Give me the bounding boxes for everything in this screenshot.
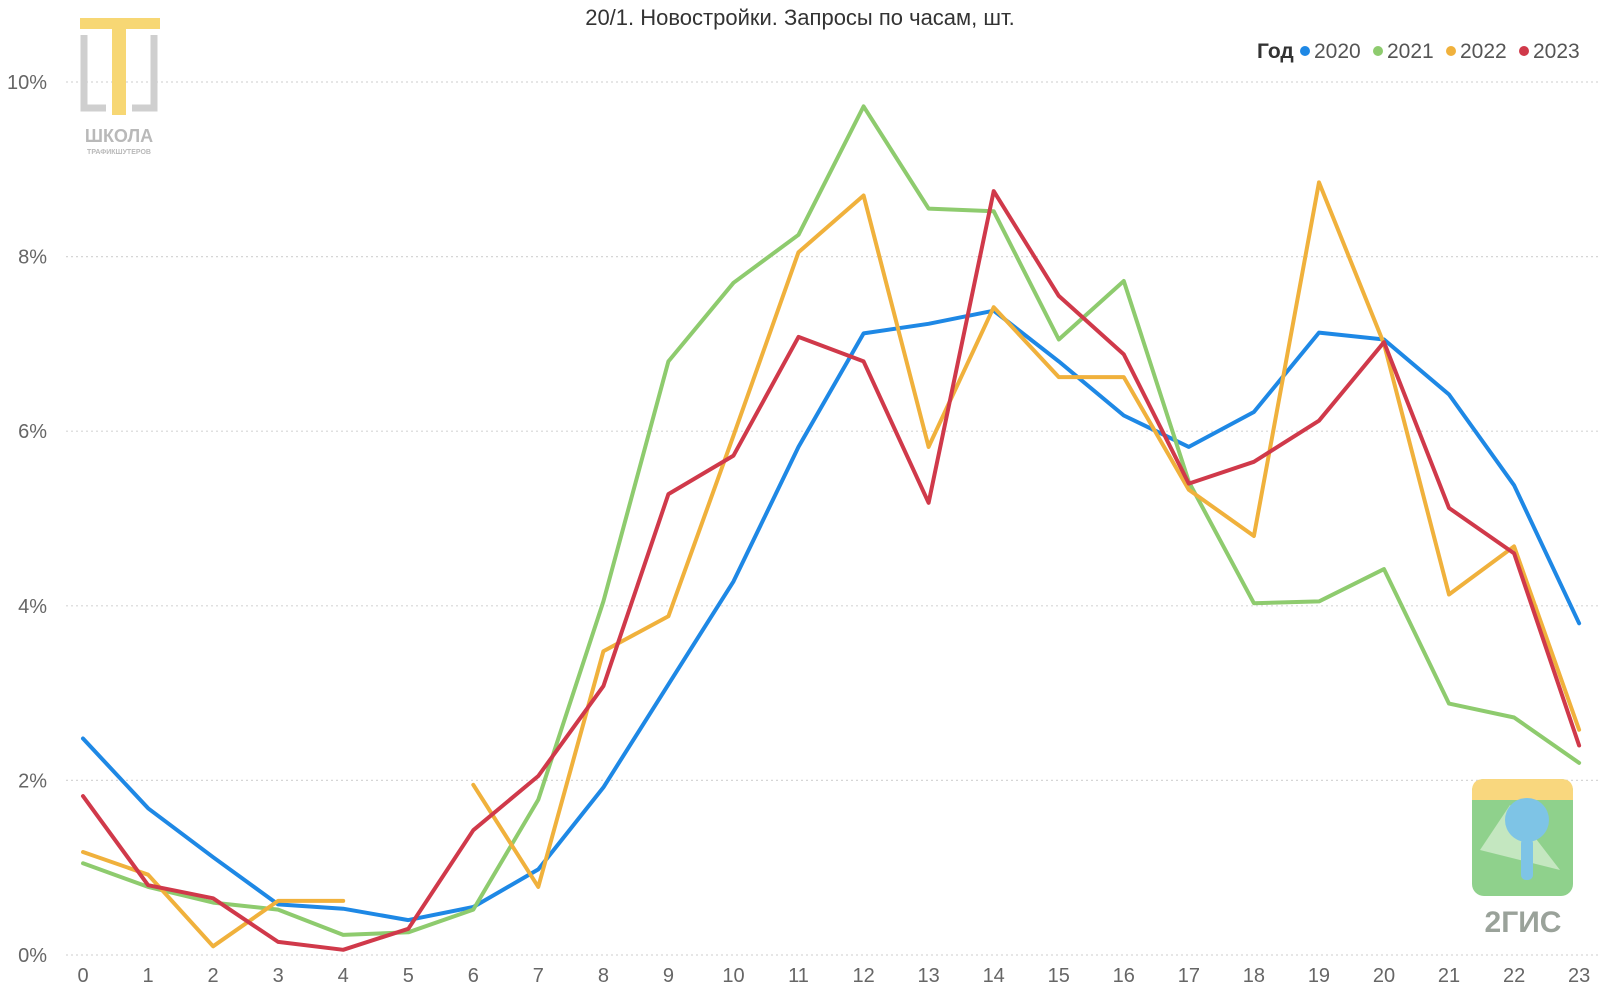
x-tick-label: 3	[273, 965, 284, 987]
school-logo: ШКОЛА ТРАФИКШУТЕРОВ	[80, 18, 160, 156]
x-tick-label: 18	[1243, 965, 1265, 987]
school-logo-sub: ТРАФИКШУТЕРОВ	[87, 149, 151, 156]
legend-label-2020: 2020	[1314, 40, 1361, 63]
x-tick-label: 8	[598, 965, 609, 987]
x-tick-label: 7	[533, 965, 544, 987]
x-tick-label: 19	[1308, 965, 1330, 987]
series-2020	[81, 308, 1582, 923]
y-tick-label: 8%	[18, 247, 47, 269]
x-tick-label: 9	[663, 965, 674, 987]
y-tick-label: 10%	[7, 72, 47, 94]
y-tick-label: 2%	[18, 770, 47, 792]
legend-marker-2022	[1446, 46, 1456, 56]
school-logo-frame	[80, 35, 158, 112]
series-line-2021	[81, 104, 1582, 937]
gis-logo: 2ГИС	[1472, 779, 1573, 939]
x-tick-label: 23	[1568, 965, 1590, 987]
school-logo-bar	[80, 18, 160, 29]
chart-title: 20/1. Новостройки. Запросы по часам, шт.	[585, 5, 1015, 30]
x-tick-label: 2	[208, 965, 219, 987]
gis-logo-pin	[1505, 798, 1549, 842]
x-tick-label: 14	[983, 965, 1005, 987]
x-tick-label: 21	[1438, 965, 1460, 987]
legend-label-2022: 2022	[1460, 40, 1507, 63]
legend-label-2021: 2021	[1387, 40, 1434, 63]
x-tick-label: 0	[77, 965, 88, 987]
legend-title: Год	[1257, 40, 1294, 63]
x-axis-ticks: 0 1 2 3 4 5 6 7 8 9 10 11 12 13 14 15 16 17 18 19 20 21 22 23	[77, 965, 1590, 987]
y-tick-label: 0%	[18, 945, 47, 967]
y-axis-ticks: 0% 2% 4% 6% 8% 10%	[7, 72, 47, 967]
legend: Год 2020 2021 2022 2023	[1257, 40, 1580, 63]
x-tick-label: 22	[1503, 965, 1525, 987]
y-tick-label: 6%	[18, 421, 47, 443]
school-logo-word: ШКОЛА	[85, 126, 153, 146]
x-tick-label: 16	[1113, 965, 1135, 987]
series-2021	[81, 104, 1582, 937]
series-2023	[81, 189, 1582, 952]
x-tick-label: 15	[1048, 965, 1070, 987]
x-tick-label: 13	[918, 965, 940, 987]
x-tick-label: 6	[468, 965, 479, 987]
school-logo-stem	[112, 29, 126, 115]
gis-logo-word: 2ГИС	[1485, 906, 1562, 939]
series-2022	[81, 180, 1582, 949]
series-line-2020	[81, 308, 1582, 923]
x-tick-label: 17	[1178, 965, 1200, 987]
x-tick-label: 10	[722, 965, 744, 987]
gis-logo-pin-stem	[1521, 838, 1533, 880]
y-tick-label: 4%	[18, 596, 47, 618]
series-lines	[81, 104, 1582, 952]
x-tick-label: 11	[788, 965, 809, 987]
x-tick-label: 5	[403, 965, 414, 987]
legend-marker-2021	[1373, 46, 1383, 56]
x-tick-label: 12	[852, 965, 874, 987]
legend-label-2023: 2023	[1533, 40, 1580, 63]
gis-logo-top	[1472, 779, 1573, 800]
series-line-2023	[81, 189, 1582, 952]
x-tick-label: 20	[1373, 965, 1395, 987]
grid-lines	[66, 81, 1600, 956]
x-tick-label: 1	[142, 965, 153, 987]
legend-marker-2020	[1300, 46, 1310, 56]
legend-marker-2023	[1519, 46, 1529, 56]
series-line-2022	[81, 850, 346, 949]
series-line-2022	[471, 180, 1582, 889]
x-tick-label: 4	[338, 965, 349, 987]
